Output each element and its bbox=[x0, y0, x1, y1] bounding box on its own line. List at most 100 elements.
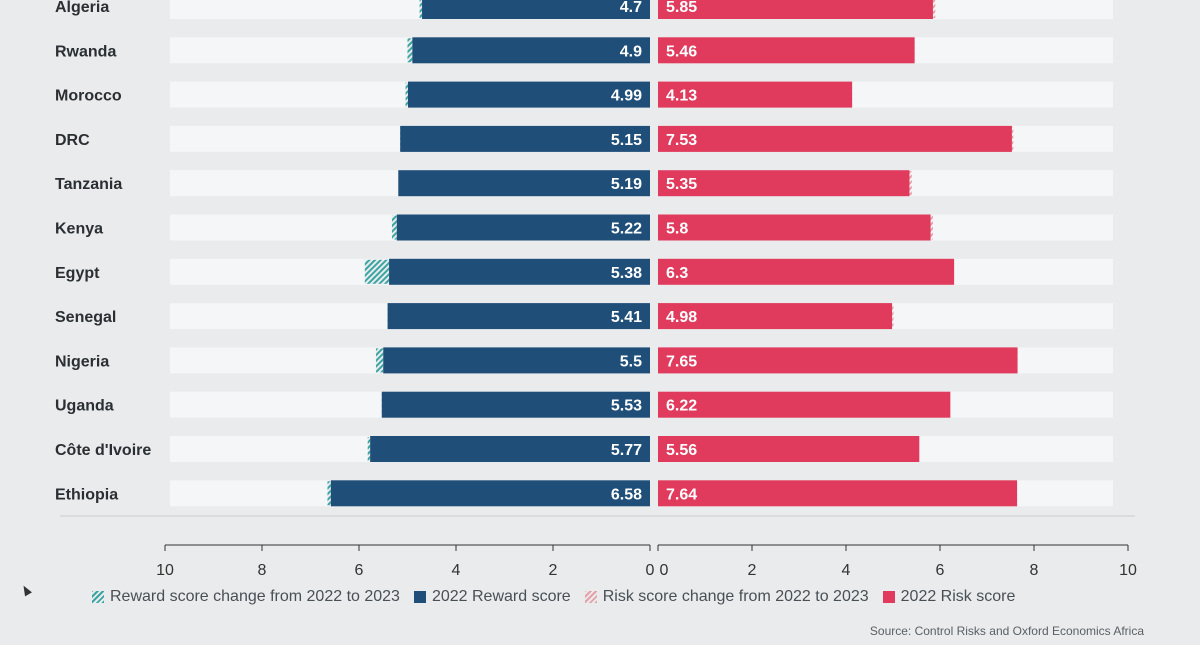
reward-bar bbox=[370, 436, 650, 462]
reward-change-bar bbox=[419, 0, 423, 18]
left-axis-tick-label: 6 bbox=[355, 562, 364, 579]
legend-item-risk: 2022 Risk score bbox=[882, 588, 1015, 606]
reward-change-bar bbox=[407, 38, 413, 63]
row-co-te-d-ivoire: 5.77 5.56 Côte d'Ivoire bbox=[55, 436, 1113, 462]
left-axis-tick-label: 10 bbox=[156, 562, 174, 579]
risk-value-label: 7.65 bbox=[666, 353, 697, 370]
reward-change-swatch bbox=[92, 591, 104, 603]
risk-value-label: 7.64 bbox=[666, 486, 697, 503]
legend-item-reward-change: Reward score change from 2022 to 2023 bbox=[92, 588, 400, 606]
risk-change-bar bbox=[1011, 126, 1014, 151]
row-ethiopia: 6.58 7.64 Ethiopia bbox=[55, 480, 1113, 507]
risk-value-label: 4.13 bbox=[666, 88, 697, 105]
legend-item-reward: 2022 Reward score bbox=[413, 588, 571, 606]
risk-bar bbox=[658, 170, 910, 197]
reward-bar bbox=[330, 480, 650, 507]
category-label: Rwanda bbox=[55, 43, 116, 60]
reward-change-bar bbox=[375, 348, 384, 373]
risk-bar bbox=[658, 258, 955, 285]
legend-label-risk-change: Risk score change from 2022 to 2023 bbox=[602, 588, 869, 605]
row-drc: 5.15 7.53 DRC bbox=[55, 125, 1113, 152]
legend-label-reward-change: Reward score change from 2022 to 2023 bbox=[110, 588, 400, 605]
reward-bar bbox=[383, 347, 650, 374]
risk-value-label: 7.53 bbox=[666, 132, 697, 149]
category-label: Tanzania bbox=[55, 176, 122, 193]
right-axis-tick-label: 6 bbox=[936, 562, 945, 579]
category-label: Algeria bbox=[55, 0, 109, 16]
risk-value-label: 5.35 bbox=[666, 176, 697, 193]
reward-value-label: 5.5 bbox=[620, 353, 642, 370]
risk-bar bbox=[658, 0, 933, 19]
row-nigeria: 5.5 7.65 Nigeria bbox=[55, 347, 1113, 374]
risk-bar bbox=[658, 125, 1012, 152]
risk-value-label: 5.8 bbox=[666, 221, 688, 238]
risk-value-label: 6.22 bbox=[666, 398, 697, 415]
left-axis-tick-label: 4 bbox=[452, 562, 461, 579]
risk-bar bbox=[658, 214, 931, 241]
reward-bar bbox=[396, 214, 650, 241]
risk-value-label: 4.98 bbox=[666, 309, 697, 326]
reward-bar bbox=[407, 81, 650, 108]
risk-bar bbox=[658, 347, 1018, 374]
reward-value-label: 6.58 bbox=[611, 486, 642, 503]
row-tanzania: 5.19 5.35 Tanzania bbox=[55, 170, 1113, 197]
reward-change-bar bbox=[391, 215, 397, 240]
right-axis-tick-label: 8 bbox=[1030, 562, 1039, 579]
risk-change-bar bbox=[909, 171, 912, 196]
reward-value-label: 5.41 bbox=[611, 309, 642, 326]
risk-change-swatch bbox=[584, 591, 597, 603]
source-note: Source: Control Risks and Oxford Economi… bbox=[869, 624, 1144, 638]
right-axis-tick-label: 4 bbox=[842, 562, 851, 579]
reward-bar bbox=[381, 391, 650, 418]
reward-bar bbox=[387, 303, 650, 330]
risk-bar bbox=[658, 391, 951, 418]
reward-value-label: 5.19 bbox=[611, 176, 642, 193]
row-uganda: 5.53 6.22 Uganda bbox=[55, 391, 1113, 418]
reward-value-label: 5.53 bbox=[611, 398, 642, 415]
left-axis-tick-label: 0 bbox=[646, 562, 655, 579]
reward-value-label: 5.38 bbox=[611, 265, 642, 282]
reward-swatch bbox=[413, 591, 426, 603]
reward-change-bar bbox=[367, 437, 371, 461]
category-label: Morocco bbox=[55, 88, 122, 105]
risk-bar bbox=[658, 303, 893, 330]
category-label: Egypt bbox=[55, 265, 100, 282]
reward-change-bar bbox=[364, 259, 390, 284]
risk-value-label: 5.46 bbox=[666, 43, 697, 60]
row-algeria: 4.7 5.85 Algeria bbox=[55, 0, 1113, 19]
right-axis-tick-label: 2 bbox=[748, 562, 757, 579]
right-axis-tick-label: 0 bbox=[660, 562, 669, 579]
row-kenya: 5.22 5.8 Kenya bbox=[55, 214, 1113, 241]
left-axis-tick-label: 2 bbox=[549, 562, 558, 579]
risk-bar bbox=[658, 81, 853, 108]
category-label: Kenya bbox=[55, 221, 103, 238]
legend-label-reward: 2022 Reward score bbox=[431, 588, 571, 605]
category-label: Côte d'Ivoire bbox=[55, 442, 151, 459]
reward-bar bbox=[389, 258, 650, 285]
left-axis-tick-label: 8 bbox=[258, 562, 267, 579]
category-label: Nigeria bbox=[55, 353, 109, 370]
reward-bar bbox=[422, 0, 650, 19]
reward-value-label: 4.7 bbox=[620, 0, 642, 16]
reward-change-bar bbox=[405, 82, 408, 107]
reward-value-label: 5.77 bbox=[611, 442, 642, 459]
row-senegal: 5.41 4.98 Senegal bbox=[55, 303, 1113, 330]
risk-bar bbox=[658, 37, 915, 64]
risk-change-bar bbox=[930, 215, 933, 240]
row-egypt: 5.38 6.3 Egypt bbox=[55, 258, 1113, 285]
chart-legend: Reward score change from 2022 to 2023 20… bbox=[92, 588, 1015, 606]
risk-change-bar bbox=[892, 304, 894, 329]
risk-swatch bbox=[882, 591, 895, 603]
legend-item-risk-change: Risk score change from 2022 to 2023 bbox=[584, 588, 869, 606]
risk-bar bbox=[658, 480, 1018, 507]
reward-bar bbox=[412, 37, 650, 64]
reward-bar bbox=[400, 125, 650, 152]
category-label: DRC bbox=[55, 132, 90, 149]
reward-change-bar bbox=[327, 481, 331, 506]
row-rwanda: 4.9 5.46 Rwanda bbox=[55, 37, 1113, 64]
category-label: Senegal bbox=[55, 309, 116, 326]
row-morocco: 4.99 4.13 Morocco bbox=[55, 81, 1113, 108]
risk-value-label: 5.85 bbox=[666, 0, 697, 16]
